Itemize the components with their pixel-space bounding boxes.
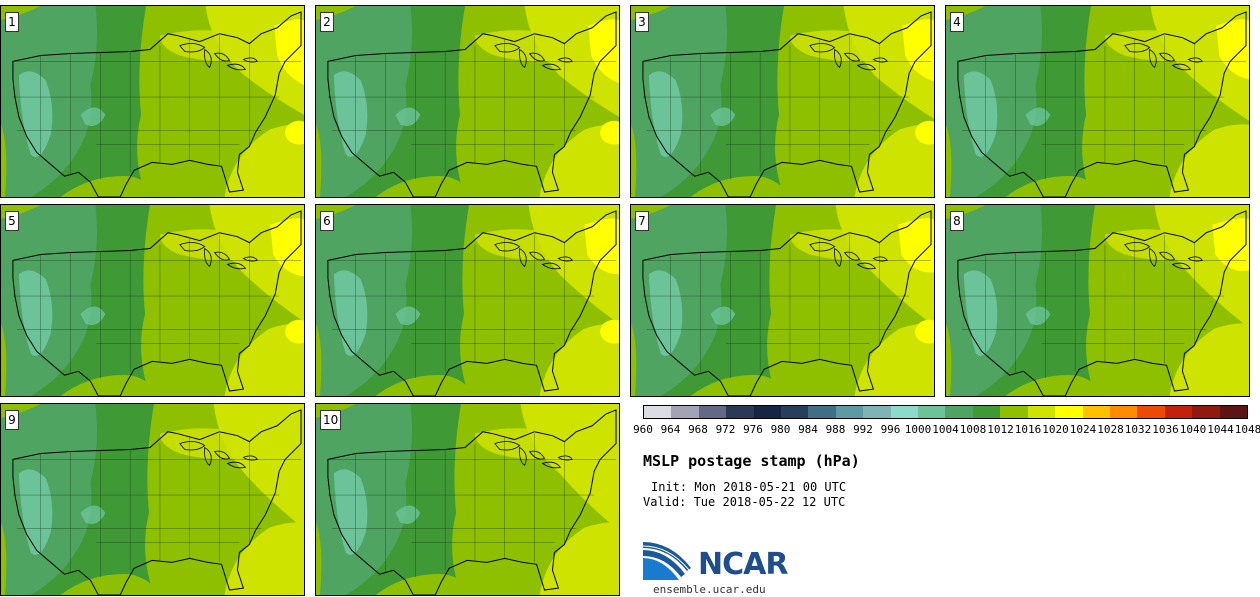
colorbar-swatch — [726, 406, 754, 418]
colorbar-swatch — [945, 406, 973, 418]
postage-stamp-panel: 5 — [0, 204, 305, 397]
mslp-map-icon — [1, 205, 304, 396]
postage-stamp-panel: 3 — [630, 5, 935, 198]
colorbar-tick-label: 1032 — [1124, 423, 1152, 436]
postage-stamp-panel: 6 — [315, 204, 620, 397]
colorbar-tick-label: 992 — [853, 423, 873, 436]
colorbar-tick-label: 1044 — [1207, 423, 1234, 436]
member-number: 3 — [635, 12, 649, 32]
colorbar-swatch — [1219, 406, 1247, 418]
postage-stamp-panel: 2 — [315, 5, 620, 198]
postage-stamp-panel: 10 — [315, 403, 620, 596]
colorbar-ticks: 960 964 968 972 976 980 984 988 992 996 1000 1004 10… — [633, 423, 1260, 437]
member-number: 10 — [320, 410, 342, 430]
member-number: 9 — [5, 410, 19, 430]
colorbar-swatch — [644, 406, 672, 418]
postage-stamp-panel: 8 — [945, 204, 1250, 397]
colorbar-swatch — [1109, 406, 1138, 418]
colorbar-swatch — [918, 406, 946, 418]
colorbar-swatch — [1192, 406, 1220, 418]
colorbar-tick-label: 984 — [798, 423, 818, 436]
figure-title: MSLP postage stamp (hPa) — [643, 452, 860, 470]
colorbar-tick-label: 976 — [743, 423, 763, 436]
colorbar-tick-label: 1036 — [1152, 423, 1179, 436]
colorbar-tick-label: 1028 — [1097, 423, 1124, 436]
colorbar — [643, 405, 1248, 419]
member-number: 8 — [950, 211, 964, 231]
logo-text: NCAR — [698, 547, 788, 582]
colorbar-swatch — [1000, 406, 1028, 418]
colorbar-swatch — [972, 406, 1001, 418]
colorbar-swatch — [1137, 406, 1165, 418]
colorbar-tick-label: 1004 — [932, 423, 959, 436]
colorbar-tick-label: 1024 — [1069, 423, 1097, 436]
member-number: 4 — [950, 12, 964, 32]
colorbar-tick-label: 1012 — [987, 423, 1014, 436]
colorbar-tick-label: 1016 — [1014, 423, 1042, 436]
colorbar-swatch — [1082, 406, 1110, 418]
colorbar-tick-label: 968 — [688, 423, 708, 436]
mslp-map-icon — [316, 404, 619, 595]
mslp-map-icon — [316, 205, 619, 396]
mslp-map-icon — [316, 6, 619, 197]
postage-stamp-panel: 9 — [0, 403, 305, 596]
colorbar-tick-label: 1040 — [1179, 423, 1207, 436]
colorbar-tick-label: 988 — [825, 423, 846, 436]
colorbar-swatch — [1164, 406, 1193, 418]
member-number: 1 — [5, 12, 19, 32]
colorbar-swatch — [698, 406, 727, 418]
colorbar-tick-label: 960 — [633, 423, 653, 436]
colorbar-swatch — [781, 406, 809, 418]
colorbar-swatch — [835, 406, 864, 418]
colorbar-swatch — [863, 406, 891, 418]
mslp-map-icon — [946, 205, 1249, 396]
mslp-map-icon — [1, 404, 304, 595]
colorbar-swatch — [753, 406, 782, 418]
colorbar-tick-label: 1020 — [1042, 423, 1069, 436]
colorbar-swatch — [890, 406, 919, 418]
colorbar-tick-label: 964 — [660, 423, 681, 436]
colorbar-swatch — [808, 406, 836, 418]
colorbar-tick-label: 996 — [880, 423, 901, 436]
valid-time: Valid: Tue 2018-05-22 12 UTC — [643, 495, 846, 509]
mslp-map-icon — [631, 205, 934, 396]
postage-stamp-panel: 7 — [630, 204, 935, 397]
colorbar-swatch — [1055, 406, 1083, 418]
member-number: 5 — [5, 211, 19, 231]
postage-stamp-panel: 1 — [0, 5, 305, 198]
ncar-logo-icon — [643, 542, 691, 580]
postage-stamp-panel: 4 — [945, 5, 1250, 198]
member-number: 6 — [320, 211, 334, 231]
colorbar-tick-label: 1008 — [959, 423, 987, 436]
member-number: 7 — [635, 211, 649, 231]
colorbar-tick-label: 1000 — [904, 423, 932, 436]
colorbar-swatch — [671, 406, 699, 418]
colorbar-tick-label: 972 — [715, 423, 736, 436]
mslp-map-icon — [946, 6, 1249, 197]
mslp-map-icon — [1, 6, 304, 197]
colorbar-tick-label: 1048 — [1234, 423, 1260, 436]
mslp-map-icon — [631, 6, 934, 197]
colorbar-swatch — [1027, 406, 1056, 418]
site-url: ensemble.ucar.edu — [653, 583, 766, 596]
init-time: Init: Mon 2018-05-21 00 UTC — [651, 480, 847, 494]
colorbar-tick-label: 980 — [770, 423, 791, 436]
member-number: 2 — [320, 12, 334, 32]
